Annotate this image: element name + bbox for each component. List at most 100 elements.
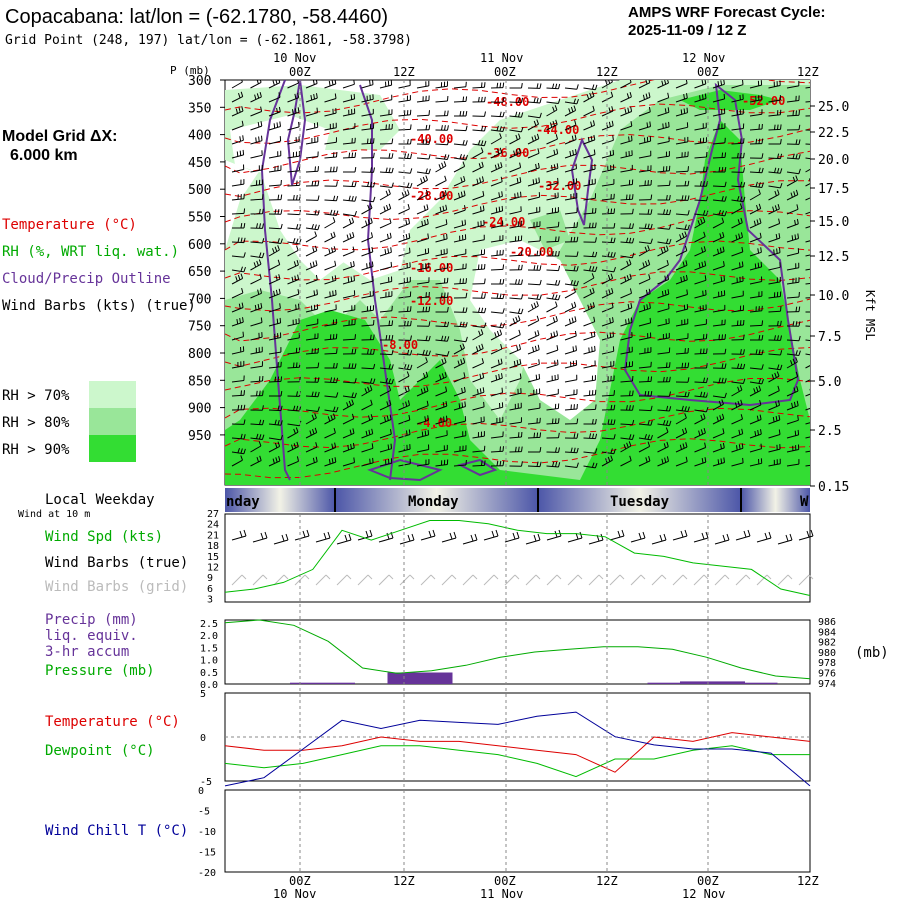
xs-wind-barb [268,165,282,173]
wind-barb-flag [680,530,684,538]
xs-wind-barb [287,303,300,313]
xs-wind-barb-shaft [749,251,762,257]
xs-wind-barb-flag [754,263,757,269]
xs-wind-barb-shaft [583,197,596,201]
xs-wind-barb [620,106,633,117]
xs-wind-barb-flag [573,301,577,307]
xs-wind-barb-shaft [712,265,725,271]
xs-wind-barb-shaft [583,110,595,117]
grid-barb-flag [661,574,667,580]
xs-wind-barb-flag [296,362,298,368]
pressure-ytick-label: 978 [818,658,836,669]
xs-wind-barb-shaft [324,395,337,398]
xs-wind-barb-flag [552,317,556,323]
xs-wind-barb-shaft [564,393,577,397]
xs-wind-barb-flag [626,237,629,243]
xs-wind-barb-shaft [675,352,689,355]
xs-wind-barb [305,362,320,369]
wind-barb-flag [348,533,352,541]
xs-wind-barb-flag [496,330,500,336]
xs-wind-barb-flag [422,349,425,355]
xs-wind-barb-flag [703,166,705,172]
xs-wind-barb [749,399,762,411]
xs-wind-barb [416,349,431,356]
xs-wind-barb-flag [406,371,410,377]
xs-wind-barb-shaft [324,323,337,327]
xs-wind-barb-shaft [250,111,262,117]
xs-wind-barb [601,208,616,215]
xs-wind-barb-flag [408,414,411,420]
xs-wind-barb-flag [462,278,464,284]
xs-wind-barb-flag [573,105,577,111]
xs-wind-barb [805,143,810,145]
xs-wind-barb [250,150,263,159]
xs-wind-barb-flag [631,434,635,440]
xs-wind-barb-shaft [583,465,596,469]
xs-wind-barb-flag [388,203,392,209]
pressure-tick-label: 900 [188,402,211,417]
xs-wind-barb [398,139,412,145]
xs-wind-barb-shaft [453,391,466,397]
xs-wind-barb-flag [373,349,375,355]
xs-wind-barb-flag [595,419,597,425]
xs-wind-barb [398,189,410,201]
xs-wind-barb-flag [406,364,410,370]
xs-wind-barb-shaft [712,199,725,202]
xs-wind-barb-flag [484,96,486,102]
xs-wind-barb [268,317,282,327]
xs-wind-barb-flag [555,301,558,307]
xs-wind-barb [731,378,746,384]
xs-wind-barb [268,303,281,313]
xs-wind-barb-flag [334,275,337,281]
xs-wind-barb-flag [425,357,428,363]
xs-wind-barb-flag [555,119,558,125]
xs-wind-barb-flag [650,391,653,397]
temperature-contour-label: -32.00 [538,179,581,193]
xs-wind-barb-shaft [490,239,503,243]
xs-wind-barb-flag [496,293,499,299]
grid-barb [546,574,562,586]
xs-wind-barb-shaft [527,283,541,286]
xs-wind-barb [638,347,652,355]
xs-wind-barb [472,125,487,132]
xs-wind-barb-shaft [620,169,633,173]
xs-wind-barb-flag [407,320,409,326]
xs-wind-barb [398,400,410,411]
xs-wind-barb-flag [312,247,315,253]
xs-wind-barb [268,441,281,453]
xs-wind-barb-flag [539,279,542,285]
xs-wind-barb-flag [645,260,648,267]
xs-wind-barb [453,139,468,146]
wind-barb [315,531,331,543]
xs-wind-barb-flag [444,335,447,342]
bottom-date-3: 12 Nov [682,887,725,900]
xs-wind-barb-flag [592,433,595,439]
xs-wind-barb-flag [243,419,246,425]
xs-wind-barb-flag [664,80,667,85]
xs-wind-barb-flag [496,82,499,88]
xs-wind-barb-shaft [638,169,651,173]
xs-wind-barb [527,265,542,271]
xs-wind-barb [638,80,651,89]
xs-wind-barb [731,261,744,271]
kft-tick-label: 17.5 [818,182,849,197]
xs-wind-barb-shaft [509,436,522,439]
xs-wind-barb-flag [574,316,577,322]
xs-wind-barb-flag [666,441,669,447]
grid-barb [672,574,688,586]
xs-wind-barb-flag [351,348,354,354]
xs-wind-barb-shaft [638,249,650,257]
xs-wind-barb-flag [685,274,688,280]
xs-wind-barb-flag [253,262,257,268]
xs-wind-barb-shaft [712,447,725,453]
xs-wind-barb-flag [351,363,354,369]
xs-wind-barb [268,419,283,426]
xs-wind-barb [435,190,447,201]
xs-wind-barb-shaft [435,339,448,342]
xs-wind-barb-flag [795,357,798,363]
xs-wind-barb [749,414,762,425]
xs-wind-barb [620,80,632,89]
xs-wind-barb [416,262,430,271]
xs-wind-barb [268,150,282,159]
